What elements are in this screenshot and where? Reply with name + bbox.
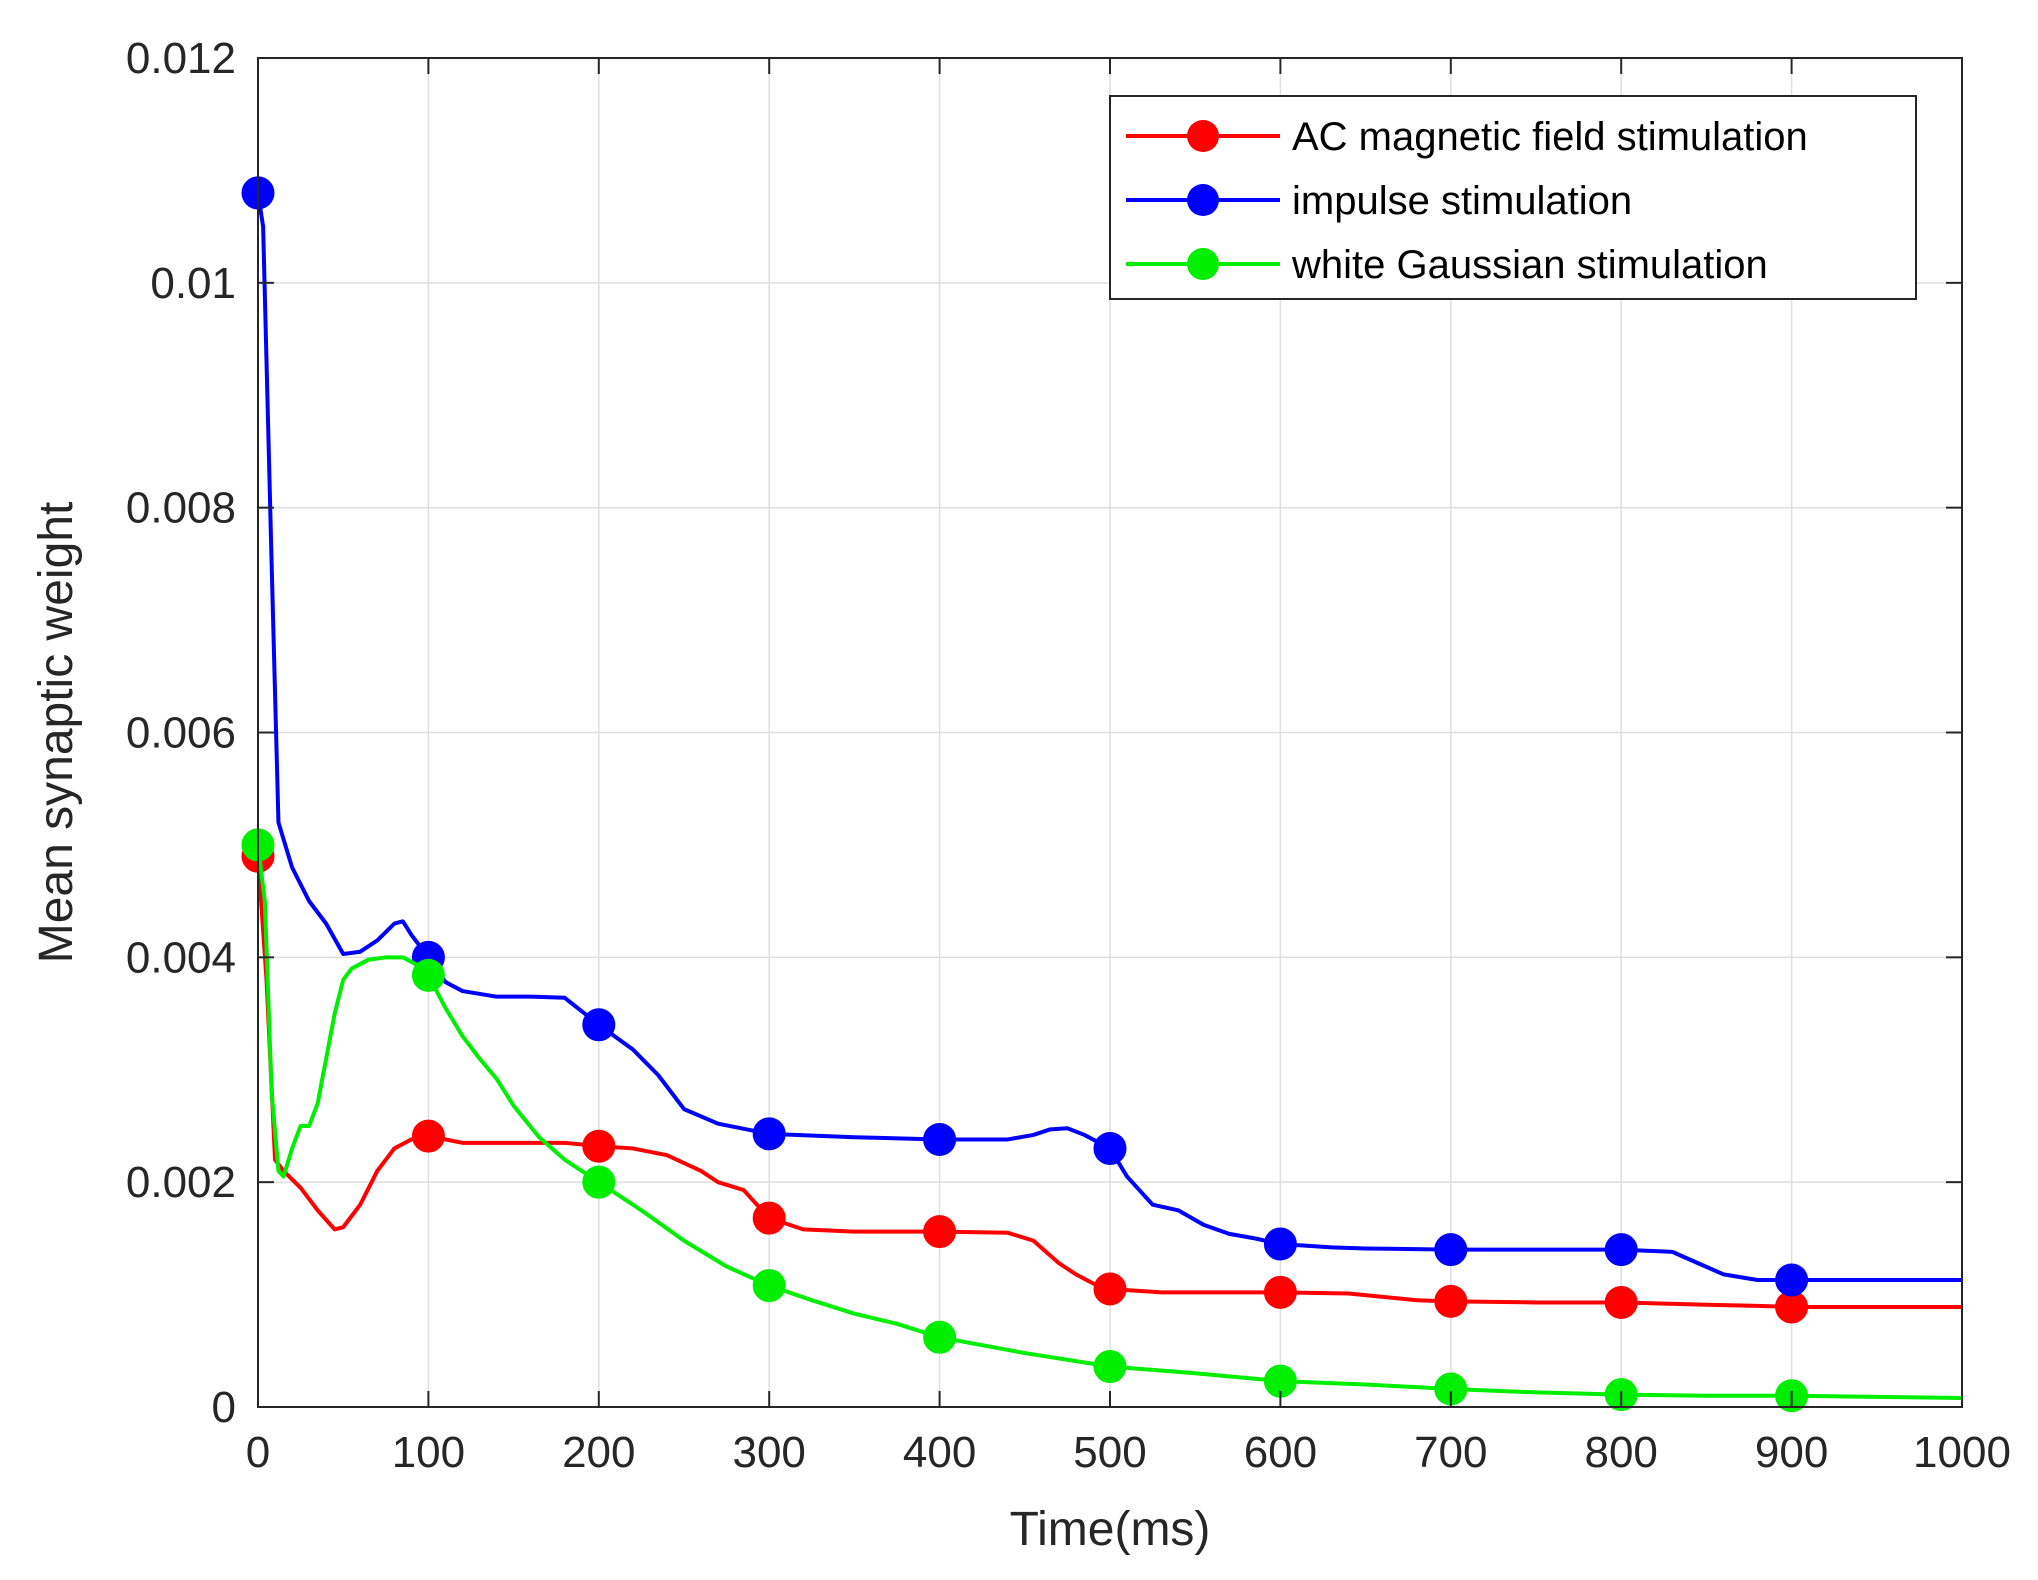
data-point [752, 1201, 786, 1235]
legend-item: white Gaussian stimulation [1126, 243, 1768, 287]
legend-label: AC magnetic field stimulation [1292, 115, 1808, 159]
x-tick-label: 300 [732, 1428, 805, 1477]
series-2 [241, 176, 1962, 1297]
data-point [1434, 1284, 1468, 1318]
legend-marker [1187, 248, 1219, 280]
data-point [1604, 1285, 1638, 1319]
data-point [923, 1320, 957, 1354]
axis-ticks: 0 100 200 300 400 500 600 700 800 900 1000 0 0.002 0.… [126, 34, 2011, 1477]
y-tick-label: 0.012 [126, 34, 236, 83]
legend-item: AC magnetic field stimulation [1126, 115, 1808, 159]
legend-label: impulse stimulation [1292, 179, 1632, 223]
x-tick-label: 0 [246, 1428, 270, 1477]
data-point [1775, 1263, 1809, 1297]
legend-label: white Gaussian stimulation [1291, 243, 1768, 287]
legend-marker [1187, 184, 1219, 216]
x-tick-label: 100 [392, 1428, 465, 1477]
data-point [582, 1129, 616, 1163]
data-point [752, 1269, 786, 1303]
x-tick-label: 200 [562, 1428, 635, 1477]
data-point [1263, 1227, 1297, 1261]
data-point [411, 958, 445, 992]
series-1 [241, 839, 1962, 1324]
data-point [1093, 1272, 1127, 1306]
x-tick-label: 600 [1244, 1428, 1317, 1477]
series-line [256, 844, 1963, 1401]
series-3 [241, 828, 1963, 1413]
data-point [923, 1215, 957, 1249]
y-tick-label: 0 [212, 1383, 236, 1432]
data-point [411, 1119, 445, 1153]
x-tick-label: 700 [1414, 1428, 1487, 1477]
x-tick-label: 500 [1073, 1428, 1146, 1477]
y-tick-label: 0.004 [126, 933, 236, 982]
data-point [582, 1165, 616, 1199]
x-tick-label: 1000 [1913, 1428, 2011, 1477]
legend-marker [1187, 120, 1219, 152]
x-axis-label: Time(ms) [1010, 1503, 1211, 1556]
y-tick-label: 0.002 [126, 1158, 236, 1207]
legend-item: impulse stimulation [1126, 179, 1632, 223]
series-layer [241, 176, 1963, 1413]
series-line [256, 192, 1962, 1282]
data-point [1263, 1275, 1297, 1309]
y-axis-label: Mean synaptic weight [30, 502, 83, 964]
y-tick-label: 0.008 [126, 484, 236, 533]
y-tick-label: 0.01 [150, 259, 236, 308]
data-point [1604, 1233, 1638, 1267]
data-point [1434, 1233, 1468, 1267]
data-point [923, 1122, 957, 1156]
x-tick-label: 900 [1755, 1428, 1828, 1477]
data-point [582, 1008, 616, 1042]
data-point [1093, 1131, 1127, 1165]
x-tick-label: 400 [903, 1428, 976, 1477]
y-tick-label: 0.006 [126, 709, 236, 758]
data-point [1093, 1350, 1127, 1384]
legend: AC magnetic field stimulation impulse sti… [1109, 95, 1917, 300]
x-tick-label: 800 [1584, 1428, 1657, 1477]
data-point [752, 1117, 786, 1151]
